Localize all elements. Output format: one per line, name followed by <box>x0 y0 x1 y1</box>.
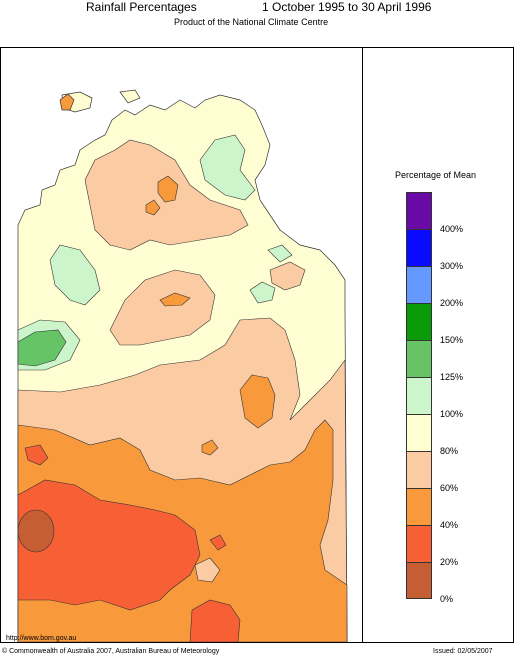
rainfall-map <box>17 89 348 642</box>
zone-20-40-south <box>189 599 241 642</box>
legend-swatch <box>406 525 432 562</box>
zone-40-60-spot-d <box>145 199 161 216</box>
legend-swatch <box>406 377 432 414</box>
zone-0-20-west <box>17 509 55 553</box>
zone-20-40-spot <box>209 534 227 551</box>
legend-label: 125% <box>440 372 464 382</box>
legend-label: 20% <box>440 557 459 567</box>
zone-100-125-w <box>49 244 101 306</box>
legend-title: Percentage of Mean <box>395 170 477 180</box>
legend-swatch <box>406 192 432 229</box>
zone-60-80-coast-ne <box>269 261 306 291</box>
zone-40-60-spot-e <box>201 439 219 456</box>
island-small <box>119 89 141 104</box>
legend-label: 200% <box>440 298 464 308</box>
legend-divider <box>362 47 363 643</box>
zone-60-80-central <box>109 269 216 346</box>
legend-swatch <box>406 303 432 340</box>
map-title: Rainfall Percentages <box>86 0 197 14</box>
legend-swatch <box>406 266 432 303</box>
legend-label: 100% <box>440 409 464 419</box>
zone-100-125-e <box>249 281 276 304</box>
legend-swatch <box>406 488 432 525</box>
zone-100-125-se <box>267 244 293 263</box>
legend-swatch <box>406 229 432 266</box>
footer-issued: Issued: 02/05/2007 <box>433 648 493 655</box>
footer-copyright: © Commonwealth of Australia 2007, Austra… <box>2 648 220 655</box>
legend-label: 300% <box>440 261 464 271</box>
legend-label: 150% <box>440 335 464 345</box>
zone-125-150-sw <box>17 329 67 367</box>
legend-label: 40% <box>440 520 459 530</box>
map-period: 1 October 1995 to 30 April 1996 <box>262 0 432 14</box>
legend-label: 60% <box>440 483 459 493</box>
legend-swatch <box>406 340 432 377</box>
island-orange <box>59 93 75 111</box>
legend-swatch <box>406 451 432 488</box>
legend-label: 0% <box>440 594 454 604</box>
map-frame <box>0 47 514 643</box>
zone-20-40-sw <box>17 479 201 611</box>
map-subtitle: Product of the National Climate Centre <box>174 17 329 27</box>
zone-40-60-spot-c <box>157 175 179 203</box>
legend-swatch <box>406 562 432 599</box>
zone-100-125-ne <box>199 134 256 201</box>
zone-60-80-island <box>194 557 221 583</box>
legend-color-bar <box>406 192 432 599</box>
legend-label: 80% <box>440 446 459 456</box>
zone-40-60-spot-a <box>239 374 276 429</box>
zone-40-60-spot-b <box>159 292 191 307</box>
zone-20-40-west <box>24 444 49 466</box>
legend-label: 400% <box>440 224 464 234</box>
legend-swatch <box>406 414 432 451</box>
footer-url[interactable]: http://www.bom.gov.au <box>6 635 77 642</box>
